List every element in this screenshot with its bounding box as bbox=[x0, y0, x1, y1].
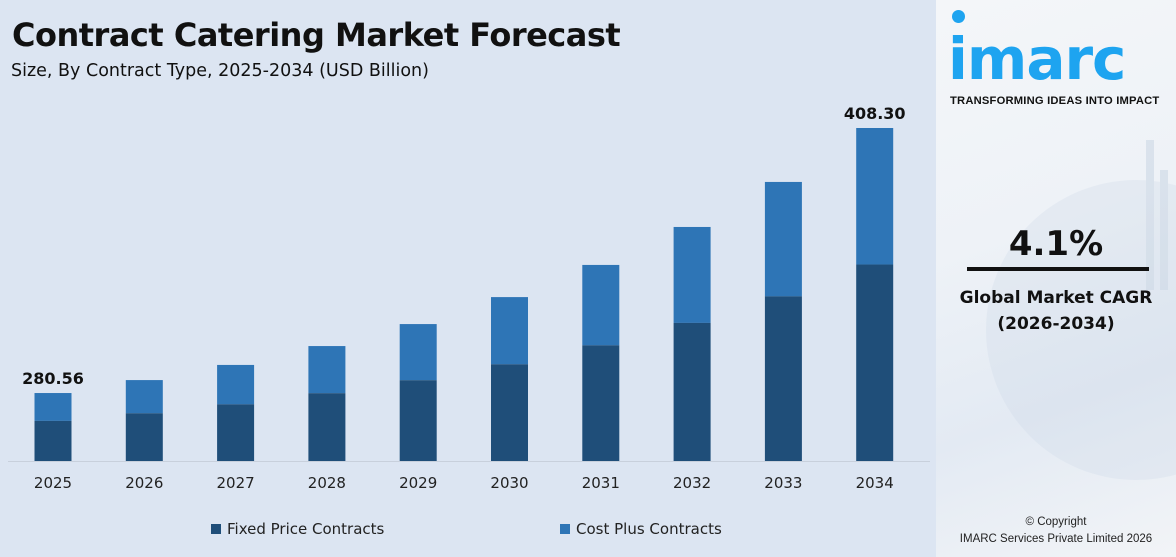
bar-fixed-price-2033 bbox=[764, 296, 802, 461]
bar-cost-plus-2033 bbox=[764, 181, 802, 297]
copyright: © Copyright IMARC Services Private Limite… bbox=[936, 514, 1176, 548]
x-tick-label: 2031 bbox=[582, 474, 620, 492]
bar-fixed-price-2032 bbox=[673, 322, 711, 461]
x-tick-label: 2027 bbox=[217, 474, 255, 492]
legend-swatch bbox=[211, 524, 221, 534]
bar-fixed-price-2027 bbox=[217, 404, 255, 461]
divider bbox=[967, 267, 1149, 271]
legend-label: Cost Plus Contracts bbox=[576, 520, 722, 538]
bar-fixed-price-2034 bbox=[856, 264, 894, 461]
bar-fixed-price-2030 bbox=[491, 364, 528, 461]
x-tick-label: 2030 bbox=[490, 474, 528, 492]
bar-fixed-price-2031 bbox=[582, 345, 620, 461]
x-tick-label: 2025 bbox=[34, 474, 72, 492]
cagr-label: Global Market CAGR (2026-2034) bbox=[936, 285, 1176, 337]
bar-cost-plus-2026 bbox=[125, 380, 163, 414]
bar-fixed-price-2025 bbox=[34, 420, 72, 461]
company-name: IMARC Services Private Limited 2026 bbox=[959, 533, 1153, 545]
chart-panel: Contract Catering Market Forecast Size, … bbox=[8, 16, 930, 538]
legend-label: Fixed Price Contracts bbox=[227, 520, 385, 538]
chart-title: Contract Catering Market Forecast bbox=[12, 16, 621, 54]
bar-cost-plus-2027 bbox=[217, 364, 255, 405]
data-label: 280.56 bbox=[22, 369, 84, 388]
chart-subtitle: Size, By Contract Type, 2025-2034 (USD B… bbox=[11, 61, 429, 81]
bar-cost-plus-2029 bbox=[399, 324, 437, 381]
background-graphic bbox=[986, 140, 1176, 480]
sidebar: imarc TRANSFORMING IDEAS INTO IMPACT 4.1… bbox=[936, 0, 1176, 557]
bar-chart: 2025 280.56 2026 2027 2028 2029 2030 2031 2032 20… bbox=[8, 104, 930, 492]
cagr-period: (2026-2034) bbox=[997, 314, 1115, 334]
bar-cost-plus-2032 bbox=[673, 226, 711, 323]
imarc-logo: imarc bbox=[948, 25, 1126, 93]
bar-fixed-price-2029 bbox=[399, 380, 437, 461]
legend-cost-plus: Cost Plus Contracts bbox=[560, 520, 722, 538]
data-label: 408.30 bbox=[844, 104, 906, 123]
cagr-value: 4.1% bbox=[1008, 224, 1104, 264]
bar-cost-plus-2025 bbox=[34, 393, 72, 421]
bar-cost-plus-2028 bbox=[308, 346, 346, 394]
x-tick-label: 2029 bbox=[399, 474, 437, 492]
x-tick-label: 2033 bbox=[764, 474, 802, 492]
cagr-label-text: Global Market CAGR bbox=[959, 288, 1153, 308]
bar-fixed-price-2026 bbox=[125, 413, 163, 461]
x-tick-label: 2034 bbox=[856, 474, 894, 492]
bar-cost-plus-2031 bbox=[582, 264, 620, 346]
logo-dot bbox=[952, 10, 965, 23]
tagline: TRANSFORMING IDEAS INTO IMPACT bbox=[950, 95, 1160, 107]
x-tick-label: 2028 bbox=[308, 474, 346, 492]
x-tick-label: 2026 bbox=[125, 474, 163, 492]
bar-fixed-price-2028 bbox=[308, 393, 346, 461]
bar-cost-plus-2034 bbox=[856, 128, 894, 265]
copyright-text: © Copyright bbox=[1025, 516, 1087, 528]
x-tick-label: 2032 bbox=[673, 474, 711, 492]
legend-fixed: Fixed Price Contracts bbox=[211, 520, 384, 538]
legend-swatch bbox=[560, 524, 570, 534]
bar-cost-plus-2030 bbox=[491, 297, 528, 365]
